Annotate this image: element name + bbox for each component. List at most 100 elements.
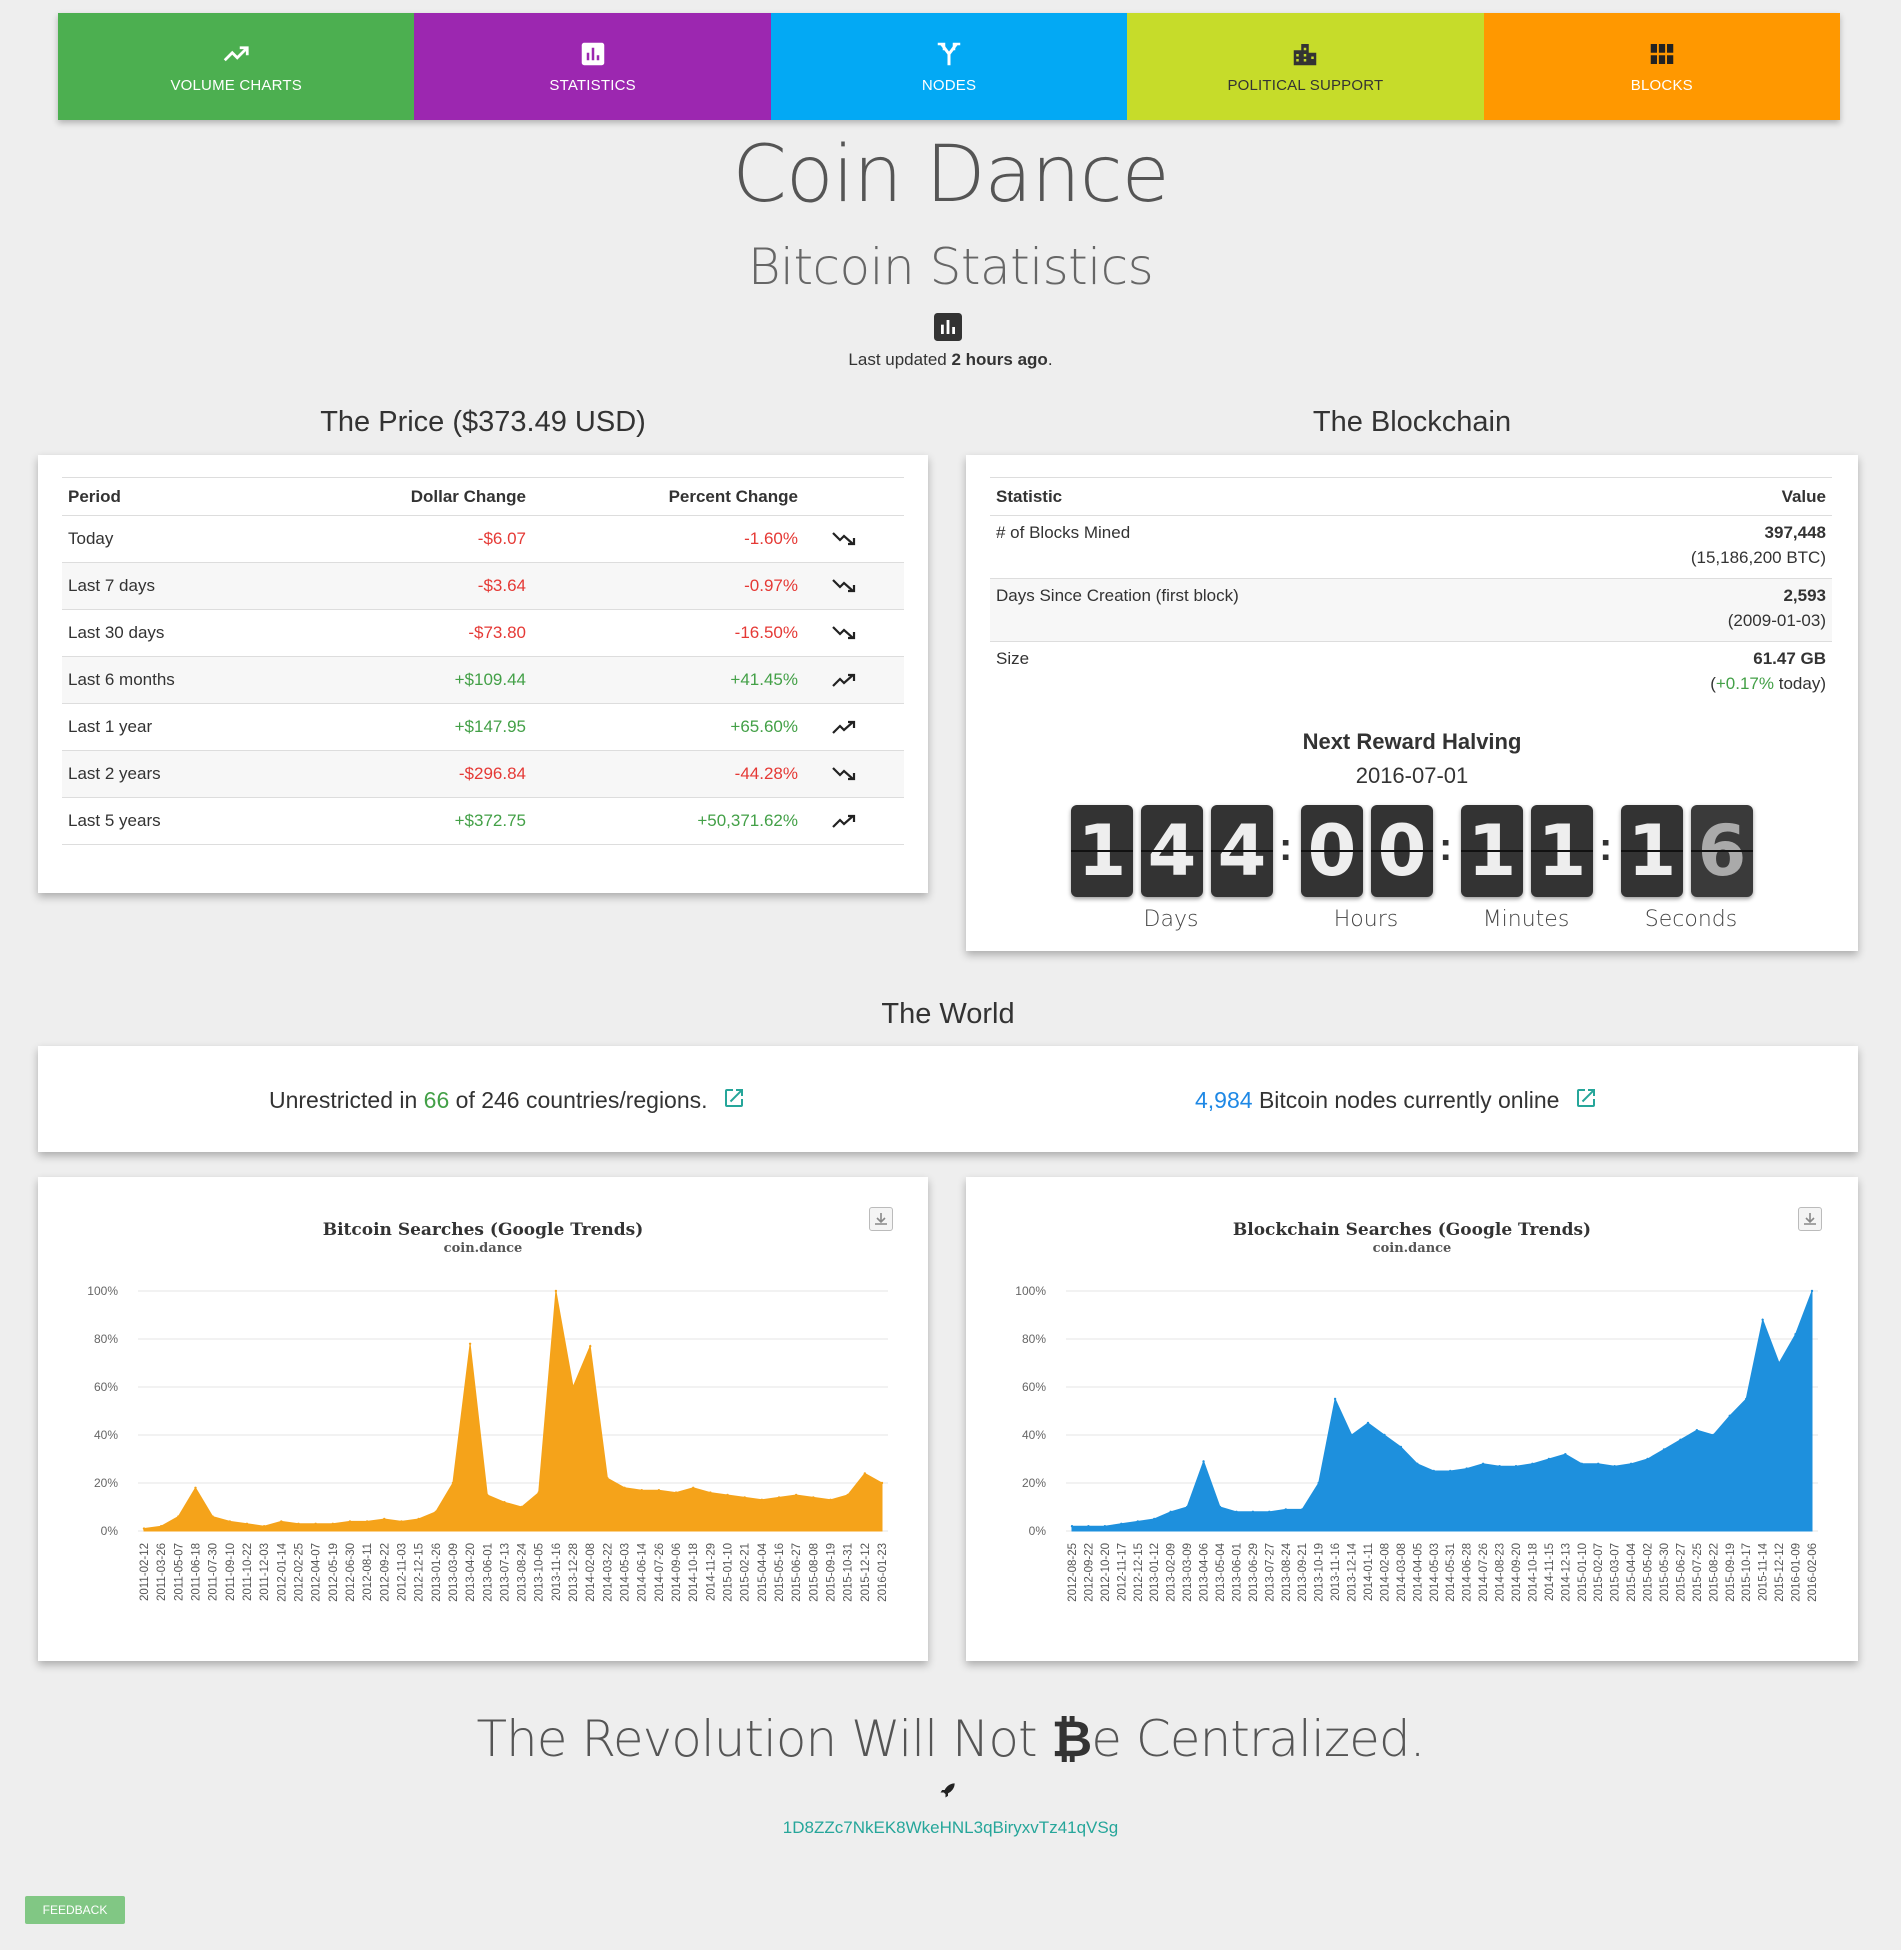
nav-volume-charts[interactable]: VOLUME CHARTS [58,13,415,120]
data-point [1777,1361,1781,1365]
price-card: Period Dollar Change Percent Change Toda… [38,455,928,893]
col-value: Value [1523,477,1832,516]
data-point [1465,1467,1468,1470]
data-point [383,1517,386,1521]
data-point [1383,1433,1386,1437]
x-tick-label: 2015-12-12 [860,1543,872,1602]
trend-cell [804,750,904,798]
x-tick-label: 2013-09-21 [1297,1543,1309,1602]
percent-change-cell: +41.45% [532,656,804,704]
download-chart-button[interactable] [1798,1207,1822,1231]
stat-value-main: 61.47 GB [1753,649,1826,668]
stat-value-sub-rest: today) [1774,674,1826,693]
x-tick-label: 2013-12-14 [1347,1542,1359,1601]
y-tick-label: 20% [1022,1476,1046,1490]
dollar-change-cell: -$6.07 [282,515,532,563]
data-point [1564,1453,1567,1456]
blockchain-searches-card: 0% 20% 40% 60% 80% 100% 2012-08-25 2012-09-22 20… [966,1177,1858,1661]
percent-change-cell: -44.28% [532,750,804,798]
external-link-icon[interactable] [1574,1086,1598,1110]
motto: The Revolution Will Not ₿e Centralized. [0,1710,1901,1768]
motto-post: e Centralized. [1091,1710,1425,1768]
price-table: Period Dollar Change Percent Change Toda… [62,477,904,845]
percent-change-cell: -1.60% [532,515,804,563]
stat-value-sub: (2009-01-03) [1727,611,1826,630]
nav-political-support[interactable]: POLITICAL SUPPORT [1127,13,1484,120]
x-tick-label: 2014-05-03 [620,1543,632,1602]
halving-date: 2016-07-01 [1355,763,1469,788]
data-point [1712,1433,1715,1437]
download-chart-button[interactable] [869,1207,893,1231]
x-tick-label: 2012-06-30 [345,1543,357,1602]
x-tick-label: 2013-06-29 [1248,1543,1260,1602]
data-point [657,1489,661,1492]
countdown-digit: 0 [1301,805,1363,897]
y-tick-label: 0% [1029,1524,1047,1538]
x-tick-label: 2014-11-29 [705,1543,717,1601]
trending-up-icon [832,673,856,687]
data-point [245,1522,249,1525]
col-period: Period [62,477,282,516]
trend-cell [804,515,904,563]
data-point [640,1489,643,1492]
data-point [880,1481,884,1485]
table-row: # of Blocks Mined 397,448 (15,186,200 BTC… [990,515,1832,579]
data-point [1597,1462,1600,1465]
countdown-digit: 1 [1071,805,1133,897]
table-row: Today -$6.07 -1.60% [62,515,904,563]
data-point [1794,1333,1797,1336]
period-cell: Today [62,515,282,563]
x-tick-label: 2014-07-26 [1478,1543,1490,1602]
x-tick-label: 2012-09-22 [379,1543,391,1602]
x-tick-label: 2011-03-26 [156,1543,168,1601]
data-point [503,1501,506,1504]
nav-blocks[interactable]: BLOCKS [1483,13,1841,120]
x-tick-label: 2014-02-08 [585,1543,597,1602]
data-point [537,1491,540,1494]
percent-change-cell: -0.97% [532,562,804,610]
data-point [468,1342,472,1345]
donation-address[interactable]: 1D8ZZc7NkEK8WkeHNL3qBiryxvTz41qVSg [782,1818,1119,1837]
world-heading: The World [881,998,1015,1030]
x-tick-label: 2015-05-30 [1659,1543,1671,1602]
stat-label: Days Since Creation (first block) [990,578,1524,642]
data-point [1153,1517,1156,1521]
motto-pre: The Revolution Will Not [476,1710,1052,1768]
countries-count: 66 [423,1087,450,1113]
blockchain-heading: The Blockchain [1312,406,1512,438]
x-tick-label: 2012-12-15 [1133,1543,1145,1602]
data-point [1514,1465,1518,1468]
x-tick-label: 2014-05-03 [1429,1543,1441,1602]
countdown-label-days: Days [1143,907,1199,932]
data-point [623,1486,626,1489]
nodes-text: Bitcoin nodes currently online [1252,1087,1560,1113]
external-link-icon[interactable] [722,1086,746,1110]
chart-subtitle: coin.dance [443,1241,523,1256]
feedback-button[interactable]: FEEDBACK [25,1896,125,1924]
data-point [1761,1318,1764,1321]
x-tick-label: 2015-11-14 [1758,1542,1770,1601]
x-tick-label: 2011-02-12 [139,1543,151,1601]
data-point [692,1486,695,1489]
x-tick-label: 2015-03-07 [1610,1543,1622,1602]
updated-suffix: . [1047,350,1053,369]
x-tick-label: 2015-04-04 [1626,1542,1638,1601]
rocket-icon [940,1783,955,1798]
data-point [1268,1510,1271,1513]
x-tick-label: 2011-12-03 [259,1543,271,1601]
nav-nodes[interactable]: NODES [770,13,1128,120]
x-tick-label: 2015-09-19 [1725,1543,1737,1602]
nav-label: VOLUME CHARTS [170,77,302,94]
data-point [297,1522,300,1525]
data-point [1251,1510,1255,1513]
nodes-count: 4,984 [1195,1087,1253,1113]
nav-statistics[interactable]: STATISTICS [414,13,771,120]
dollar-change-cell: -$296.84 [282,750,532,798]
x-tick-label: 2011-05-07 [173,1543,185,1601]
x-tick-label: 2013-03-09 [1182,1543,1194,1602]
col-dollar-change: Dollar Change [282,477,532,516]
x-tick-label: 2012-02-25 [293,1543,305,1602]
x-tick-label: 2014-06-14 [637,1542,649,1601]
data-point [1613,1465,1616,1468]
period-cell: Last 7 days [62,562,282,610]
